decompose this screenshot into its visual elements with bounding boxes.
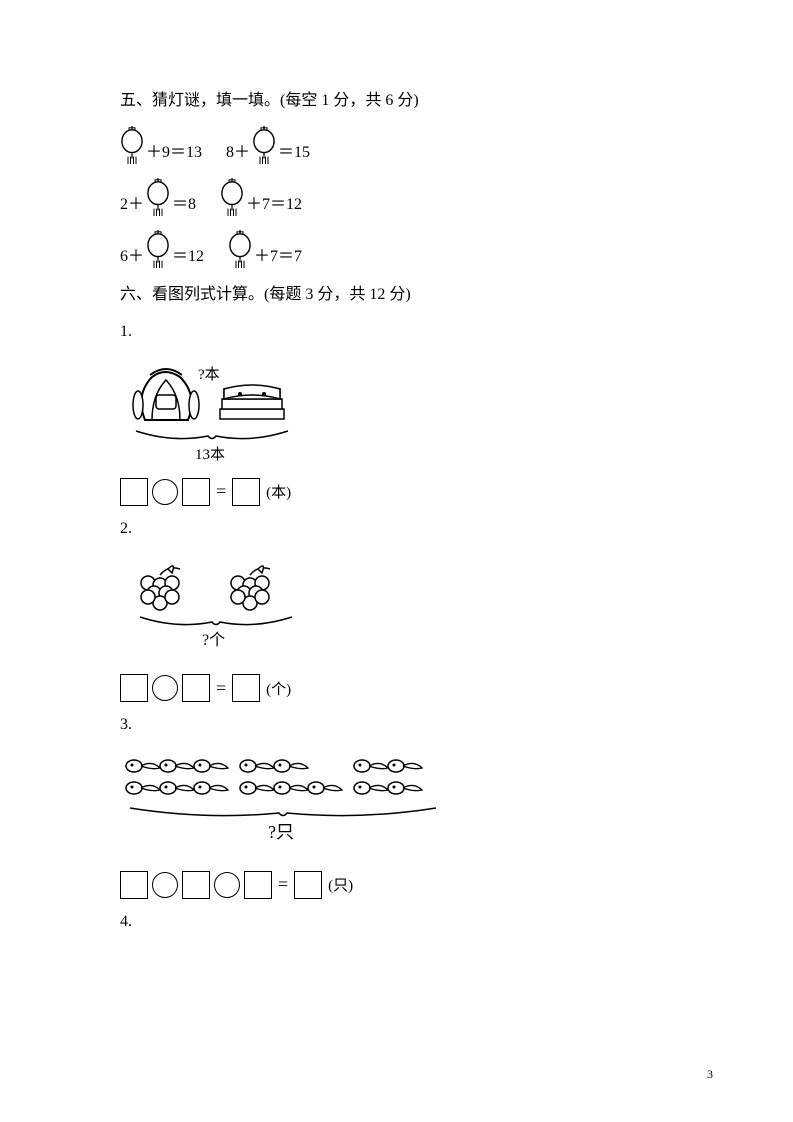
section5-title: 五、猜灯谜，填一填。(每空 1 分，共 6 分)	[120, 88, 673, 114]
equation-text: 2＋	[120, 190, 144, 216]
lantern-equation: 8＋ ＝15	[226, 126, 310, 164]
problem-figure: ?只	[120, 750, 673, 865]
lantern-icon	[146, 230, 170, 268]
equation-text: ＋9＝13	[146, 138, 202, 164]
worksheet-page: 五、猜灯谜，填一填。(每空 1 分，共 6 分) ＋9＝13 8＋ ＝15 2＋ ＝…	[0, 0, 793, 1122]
equation-text: ＋7＝7	[254, 242, 302, 268]
equation-text: ＝15	[278, 138, 310, 164]
answer-box[interactable]	[120, 674, 148, 702]
answer-box[interactable]	[120, 478, 148, 506]
svg-text:?个: ?个	[202, 631, 225, 649]
answer-box[interactable]	[182, 478, 210, 506]
equals-sign: =	[214, 481, 228, 502]
problem-number: 1.	[120, 319, 673, 345]
svg-text:?只: ?只	[268, 822, 294, 842]
equation-text: 8＋	[226, 138, 250, 164]
lantern-icon	[146, 178, 170, 216]
figure-grapes: ?个	[120, 553, 310, 663]
lantern-equation: 2＋ ＝8	[120, 178, 196, 216]
formula-row: = (个)	[120, 674, 673, 702]
operator-circle[interactable]	[152, 479, 178, 505]
answer-box[interactable]	[182, 674, 210, 702]
equation-text: 6＋	[120, 242, 144, 268]
problem-number: 2.	[120, 516, 673, 542]
operator-circle[interactable]	[152, 675, 178, 701]
formula-row: = (只)	[120, 871, 673, 899]
answer-box[interactable]	[182, 871, 210, 899]
lantern-icon	[220, 178, 244, 216]
section6-problems: 1. ?本 13本 = (本) 2. ?个 = (个) 3.	[120, 319, 673, 934]
problem-figure: ?本 13本	[120, 357, 673, 472]
equals-sign: =	[214, 678, 228, 699]
unit-label: (个)	[266, 678, 291, 699]
problem-number: 3.	[120, 712, 673, 738]
operator-circle[interactable]	[214, 872, 240, 898]
operator-circle[interactable]	[152, 872, 178, 898]
answer-box[interactable]	[232, 478, 260, 506]
answer-box[interactable]	[232, 674, 260, 702]
answer-box[interactable]	[294, 871, 322, 899]
equation-row: ＋9＝13 8＋ ＝15	[120, 126, 673, 164]
equation-text: ＝12	[172, 242, 204, 268]
lantern-equation: ＋7＝7	[228, 230, 302, 268]
svg-text:13本: 13本	[195, 446, 225, 463]
equation-row: 2＋ ＝8 ＋7＝12	[120, 178, 673, 216]
unit-label: (只)	[328, 874, 353, 895]
svg-text:?本: ?本	[198, 366, 220, 383]
problem-figure: ?个	[120, 553, 673, 668]
figure-tadpoles: ?只	[120, 750, 450, 860]
figure-backpack-books: ?本 13本	[120, 357, 300, 467]
lantern-icon	[228, 230, 252, 268]
lantern-icon	[252, 126, 276, 164]
lantern-equation: ＋7＝12	[220, 178, 302, 216]
section5-equations: ＋9＝13 8＋ ＝15 2＋ ＝8 ＋7＝12 6＋ ＝12	[120, 126, 673, 268]
equation-text: ＝8	[172, 190, 196, 216]
lantern-equation: 6＋ ＝12	[120, 230, 204, 268]
equals-sign: =	[276, 874, 290, 895]
page-number: 3	[707, 1067, 713, 1082]
answer-box[interactable]	[244, 871, 272, 899]
problem-number: 4.	[120, 909, 673, 935]
section6-title: 六、看图列式计算。(每题 3 分，共 12 分)	[120, 282, 673, 308]
lantern-icon	[120, 126, 144, 164]
lantern-equation: ＋9＝13	[120, 126, 202, 164]
unit-label: (本)	[266, 481, 291, 502]
equation-row: 6＋ ＝12 ＋7＝7	[120, 230, 673, 268]
formula-row: = (本)	[120, 478, 673, 506]
answer-box[interactable]	[120, 871, 148, 899]
equation-text: ＋7＝12	[246, 190, 302, 216]
